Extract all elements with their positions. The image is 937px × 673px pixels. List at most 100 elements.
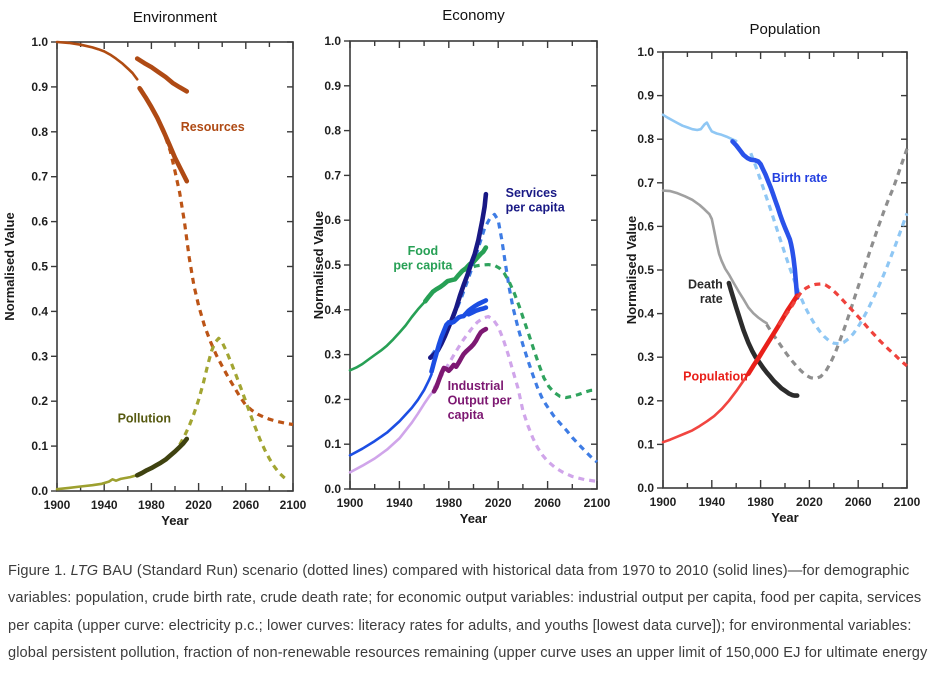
- series-resources-bau-scenario: [139, 87, 294, 427]
- axis-ticks: [344, 40, 598, 490]
- series-population-bau-scenario: [777, 282, 909, 368]
- x-tick-label: 2100: [584, 496, 611, 510]
- y-tick-label: 0.7: [31, 170, 48, 184]
- panel-title: Population: [750, 21, 821, 38]
- x-tick-label: 2020: [185, 498, 212, 512]
- chart-population: 1900 1940 1980 2020 2060 2100 0.0 0.1 0.2 0.3 0.4 0…: [624, 21, 921, 525]
- series-literacy-youths-hist: [466, 305, 489, 317]
- x-axis-title: Year: [771, 510, 798, 525]
- x-tick-label: 1980: [138, 498, 165, 512]
- series-literacy-adults-hist: [429, 298, 489, 374]
- y-tick-label: 0.9: [31, 80, 48, 94]
- x-tick-label: 2020: [796, 495, 823, 509]
- y-tick-label: 0.5: [31, 260, 48, 274]
- chart-economy: 1900 1940 1980 2020 2060 2100 0.0 0.1 0.2 0.3 0.4 0…: [311, 7, 611, 526]
- panel-title: Economy: [442, 7, 505, 24]
- series-resources-hist-upper-150000EJ: [134, 56, 190, 94]
- x-axis-title: Year: [161, 513, 188, 528]
- y-tick-label: 0.7: [324, 168, 341, 182]
- x-tick-label: 1900: [337, 496, 364, 510]
- curve-label-population: Population: [683, 369, 748, 383]
- y-tick-label: 0.8: [324, 124, 341, 138]
- series-industrial-output-bau-scenario: [432, 314, 598, 483]
- y-tick-label: 0.4: [31, 304, 48, 318]
- series-industrial-output-hist: [431, 326, 489, 394]
- x-tick-label: 1900: [650, 495, 677, 509]
- series-resources-model-pre1970: [55, 40, 139, 81]
- x-tick-label: 1940: [698, 495, 725, 509]
- x-tick-label: 2020: [485, 496, 512, 510]
- y-tick-label: 1.0: [31, 35, 48, 49]
- curve-label-resources: Resources: [181, 120, 245, 134]
- caption-text: BAU (Standard Run) scenario (dotted line…: [8, 562, 928, 673]
- series-birth-rate-pre1970: [661, 113, 738, 143]
- x-axis-title: Year: [460, 511, 487, 526]
- y-tick-label: 0.5: [637, 263, 654, 277]
- x-tick-label: 1980: [435, 496, 462, 510]
- series-death-rate-hist: [726, 280, 800, 398]
- y-tick-label: 0.7: [637, 176, 654, 190]
- y-tick-label: 0.8: [637, 132, 654, 146]
- series-death-rate-pre1970: [661, 189, 768, 325]
- series-resources-hist-lower-60000EJ: [137, 85, 190, 184]
- y-tick-label: 0.0: [324, 482, 341, 496]
- curve-label-industrial: Industrial: [448, 379, 504, 393]
- caption-ltg-italic: LTG: [70, 562, 99, 579]
- series-death-rate-bau-scenario: [765, 148, 909, 381]
- y-tick-label: 0.1: [31, 439, 48, 453]
- series-literacy-pre1970: [348, 373, 433, 457]
- curve-label-output-per: Output per: [448, 393, 512, 407]
- y-axis-title: Normalised Value: [624, 216, 639, 324]
- series-pollution-hist: [134, 436, 190, 478]
- x-tick-label: 2060: [845, 495, 872, 509]
- curve-label-rate: rate: [700, 292, 723, 306]
- curve-label-per-capita: per capita: [393, 259, 453, 273]
- series-population-pre1970: [661, 369, 753, 444]
- x-tick-label: 1940: [386, 496, 413, 510]
- x-tick-label: 1900: [44, 498, 71, 512]
- series-population-hist: [746, 293, 800, 377]
- y-tick-label: 0.2: [324, 392, 341, 406]
- chart-environment: 1900 1940 1980 2020 2060 2100 0.0 0.1 0.2 0.3 0.4 0…: [2, 9, 307, 528]
- series-birth-rate-bau-scenario: [749, 152, 909, 346]
- series-services-bau-scenario: [430, 212, 599, 464]
- y-tick-label: 0.5: [324, 258, 341, 272]
- figure-1-chart-area: 1900 1940 1980 2020 2060 2100 0.0 0.1 0.2 0.3 0.4 0…: [2, 7, 921, 528]
- y-tick-label: 0.6: [31, 215, 48, 229]
- y-tick-label: 0.3: [31, 349, 48, 363]
- y-tick-label: 0.8: [31, 125, 48, 139]
- axis-ticks: [657, 51, 908, 489]
- curve-label-birth-rate: Birth rate: [772, 171, 828, 185]
- y-tick-label: 0.0: [637, 481, 654, 495]
- curve-label-per-capita: per capita: [506, 200, 566, 214]
- y-tick-label: 0.4: [324, 303, 341, 317]
- y-tick-label: 0.2: [31, 394, 48, 408]
- curve-label-food: Food: [408, 244, 439, 258]
- y-tick-label: 0.4: [637, 307, 654, 321]
- y-axis-title: Normalised Value: [2, 212, 17, 320]
- y-tick-label: 0.3: [637, 350, 654, 364]
- curve-label-death: Death: [688, 277, 723, 291]
- y-axis-title: Normalised Value: [311, 211, 326, 319]
- y-tick-label: 0.9: [324, 79, 341, 93]
- y-tick-label: 1.0: [637, 45, 654, 59]
- series-food-bau-scenario: [462, 263, 598, 400]
- curve-label-pollution: Pollution: [118, 411, 171, 425]
- plot-frame: [56, 41, 294, 492]
- series-industrial-output-pre1970: [348, 389, 436, 474]
- y-tick-label: 0.6: [324, 213, 341, 227]
- x-tick-label: 2100: [280, 498, 307, 512]
- curve-label-services: Services: [506, 186, 557, 200]
- x-tick-label: 2060: [534, 496, 561, 510]
- axis-ticks: [51, 41, 294, 492]
- panel-title: Environment: [133, 9, 218, 26]
- y-tick-label: 0.9: [637, 89, 654, 103]
- y-tick-label: 0.0: [31, 484, 48, 498]
- x-tick-label: 2060: [232, 498, 259, 512]
- y-tick-label: 0.3: [324, 348, 341, 362]
- series-food-hist: [423, 245, 489, 304]
- series-food-pre1970: [348, 300, 427, 372]
- y-tick-label: 0.1: [637, 437, 654, 451]
- y-tick-label: 1.0: [324, 34, 341, 48]
